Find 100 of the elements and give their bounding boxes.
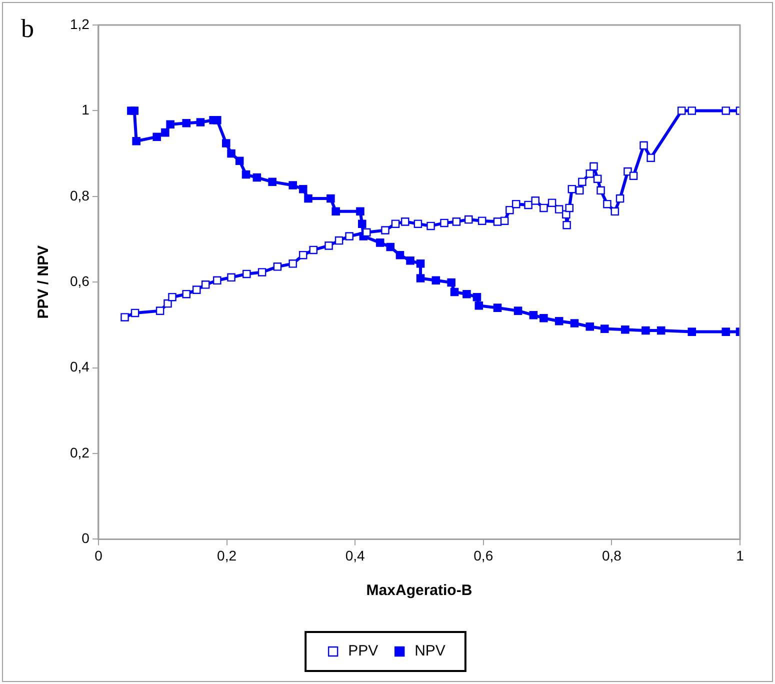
x-tick-label: 0,2: [217, 547, 237, 564]
point: [358, 220, 366, 228]
point: [152, 132, 161, 141]
point: [376, 238, 384, 247]
point: [196, 118, 205, 126]
point: [688, 106, 696, 115]
point: [156, 306, 164, 315]
point: [452, 218, 461, 226]
point: [642, 326, 650, 335]
point: [472, 292, 482, 302]
point: [164, 299, 172, 308]
point: [235, 156, 244, 165]
point: [268, 178, 276, 186]
point: [722, 328, 730, 336]
y-axis-title: PPV / NPV: [35, 245, 52, 319]
point: [298, 184, 308, 194]
x-tick-label: 0,4: [345, 547, 366, 564]
point: [182, 118, 190, 128]
point: [447, 278, 456, 287]
point: [474, 302, 484, 310]
point: [426, 222, 435, 230]
point: [493, 218, 502, 226]
point: [345, 232, 354, 240]
point: [298, 250, 308, 260]
point: [529, 310, 538, 320]
point: [309, 246, 318, 254]
point: [166, 120, 174, 129]
x-tick-label: 0,6: [474, 547, 494, 564]
y-tick-label: 0,8: [70, 187, 90, 204]
point: [304, 194, 312, 203]
point: [578, 178, 586, 186]
point: [524, 200, 532, 210]
legend-label: PPV: [348, 642, 378, 660]
point: [478, 216, 486, 225]
point: [416, 260, 425, 268]
point: [432, 276, 440, 285]
point: [258, 268, 266, 276]
point: [273, 262, 282, 271]
point: [324, 242, 333, 250]
y-tick-label: 1: [82, 102, 90, 118]
point: [416, 274, 425, 282]
point: [575, 186, 584, 195]
point: [130, 308, 140, 318]
point: [600, 324, 609, 333]
point: [130, 106, 139, 115]
point: [213, 116, 222, 124]
point: [616, 194, 624, 203]
text: b: [21, 14, 34, 43]
point: [391, 220, 400, 228]
point: [554, 205, 564, 214]
point: [603, 200, 612, 208]
point: [548, 198, 556, 207]
point: [192, 286, 201, 294]
point: [593, 174, 602, 183]
point: [168, 292, 176, 302]
point: [610, 207, 620, 216]
point: [414, 220, 422, 228]
point: [677, 106, 686, 115]
point: [406, 256, 414, 265]
point: [646, 154, 655, 162]
point: [288, 181, 297, 190]
point: [334, 236, 344, 245]
point: [590, 162, 598, 171]
point: [386, 242, 394, 252]
point: [332, 207, 340, 216]
y-tick-label: 0: [82, 530, 90, 546]
point: [493, 304, 502, 312]
point: [540, 204, 548, 212]
point: [120, 313, 129, 322]
y-tick-label: 0,6: [70, 272, 90, 289]
point: [512, 200, 520, 208]
point: [450, 288, 459, 296]
y-tick-label: 1,2: [70, 16, 90, 32]
legend-label: NPV: [414, 642, 446, 660]
point: [227, 273, 236, 282]
point: [182, 290, 190, 298]
point: [396, 250, 404, 260]
point: [656, 326, 666, 335]
point: [381, 226, 390, 234]
point: [201, 280, 210, 289]
point: [213, 276, 222, 285]
x-tick-label: 0: [94, 547, 103, 564]
point: [288, 260, 297, 268]
point: [222, 139, 230, 148]
point: [596, 186, 605, 195]
point: [586, 322, 594, 331]
point: [356, 207, 364, 216]
point: [326, 194, 335, 203]
point: [568, 184, 576, 194]
point: [621, 326, 630, 334]
y-tick-label: 0,4: [70, 358, 90, 375]
point: [514, 306, 522, 315]
point: [161, 128, 170, 137]
point: [586, 170, 594, 178]
x-axis-title: MaxAgeratio-B: [366, 582, 472, 600]
point: [400, 218, 410, 226]
point: [252, 173, 262, 182]
point: [688, 328, 696, 336]
x-tick-label: 1: [736, 547, 744, 564]
x-tick-label: 0,8: [602, 547, 622, 564]
